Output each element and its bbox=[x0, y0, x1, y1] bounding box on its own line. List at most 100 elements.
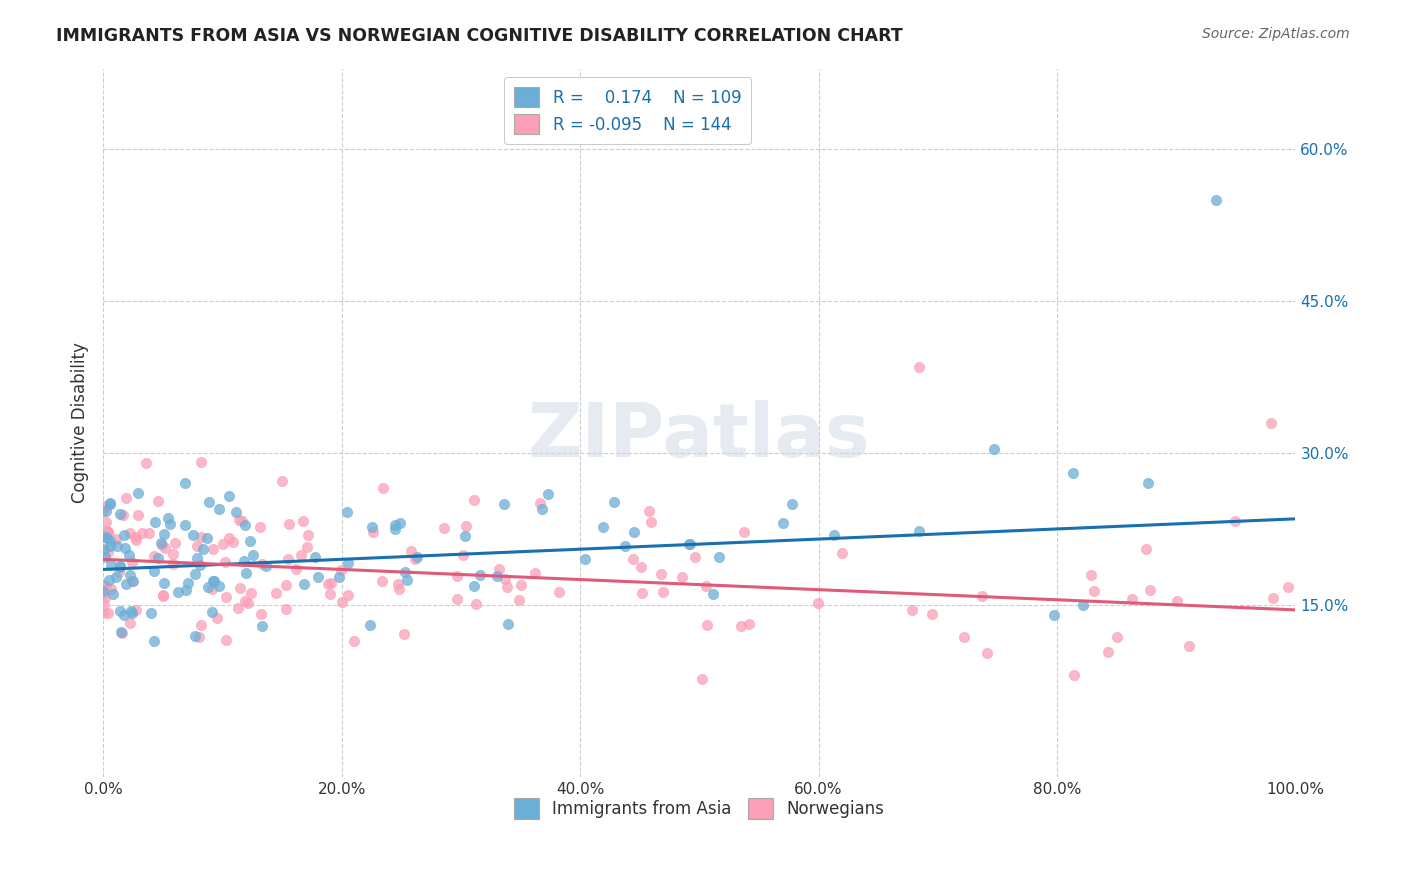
Text: Source: ZipAtlas.com: Source: ZipAtlas.com bbox=[1202, 27, 1350, 41]
Point bbox=[239, 534, 262, 549]
Point bbox=[271, 475, 294, 489]
Point bbox=[264, 585, 287, 599]
Point bbox=[176, 583, 198, 598]
Point bbox=[690, 672, 713, 686]
Point bbox=[1263, 591, 1285, 606]
Point bbox=[91, 606, 114, 620]
Point bbox=[174, 517, 197, 532]
Point bbox=[330, 562, 353, 576]
Point bbox=[202, 574, 225, 588]
Point bbox=[384, 518, 406, 533]
Point bbox=[121, 556, 143, 570]
Point bbox=[495, 580, 517, 594]
Point bbox=[191, 542, 214, 557]
Point bbox=[277, 517, 299, 532]
Point bbox=[93, 591, 115, 605]
Point bbox=[94, 499, 117, 513]
Point bbox=[574, 551, 596, 566]
Point bbox=[780, 497, 803, 511]
Point bbox=[200, 582, 222, 597]
Point bbox=[190, 455, 212, 469]
Point bbox=[188, 630, 211, 644]
Point bbox=[631, 586, 654, 600]
Point bbox=[91, 587, 114, 601]
Point bbox=[603, 495, 626, 509]
Point bbox=[94, 530, 117, 544]
Point bbox=[110, 624, 132, 639]
Point bbox=[93, 598, 115, 612]
Point bbox=[250, 607, 273, 622]
Point bbox=[678, 536, 700, 550]
Point bbox=[111, 508, 134, 522]
Point bbox=[152, 589, 174, 603]
Point bbox=[343, 633, 366, 648]
Point bbox=[131, 526, 153, 541]
Point bbox=[139, 606, 162, 620]
Point bbox=[307, 570, 329, 584]
Point bbox=[1063, 667, 1085, 681]
Point bbox=[494, 573, 516, 587]
Point bbox=[98, 533, 121, 548]
Point bbox=[118, 615, 141, 630]
Point bbox=[97, 525, 120, 540]
Point bbox=[392, 627, 415, 641]
Point bbox=[304, 549, 326, 564]
Point bbox=[284, 561, 307, 575]
Point bbox=[463, 493, 485, 508]
Point bbox=[1097, 645, 1119, 659]
Point bbox=[153, 541, 176, 556]
Point bbox=[297, 528, 319, 542]
Point bbox=[96, 504, 118, 518]
Point bbox=[94, 549, 117, 564]
Point bbox=[1062, 467, 1084, 481]
Point bbox=[336, 588, 359, 602]
Point bbox=[121, 607, 143, 621]
Point bbox=[463, 579, 485, 593]
Point bbox=[98, 539, 121, 553]
Point bbox=[613, 539, 636, 553]
Point bbox=[319, 576, 342, 591]
Point bbox=[529, 495, 551, 509]
Point bbox=[496, 616, 519, 631]
Point bbox=[361, 519, 384, 533]
Point bbox=[508, 593, 530, 607]
Point bbox=[486, 569, 509, 583]
Point bbox=[1225, 515, 1247, 529]
Point bbox=[156, 511, 179, 525]
Point bbox=[125, 603, 148, 617]
Point bbox=[162, 557, 184, 571]
Point bbox=[235, 518, 257, 533]
Point bbox=[233, 554, 256, 568]
Text: IMMIGRANTS FROM ASIA VS NORWEGIAN COGNITIVE DISABILITY CORRELATION CHART: IMMIGRANTS FROM ASIA VS NORWEGIAN COGNIT… bbox=[56, 27, 903, 45]
Point bbox=[387, 577, 409, 591]
Point bbox=[115, 576, 138, 591]
Point bbox=[166, 585, 188, 599]
Point bbox=[404, 552, 426, 566]
Point bbox=[702, 586, 724, 600]
Point bbox=[91, 504, 114, 518]
Point bbox=[186, 539, 208, 553]
Point bbox=[98, 497, 121, 511]
Y-axis label: Cognitive Disability: Cognitive Disability bbox=[72, 343, 89, 503]
Point bbox=[190, 618, 212, 632]
Point bbox=[695, 579, 717, 593]
Point bbox=[162, 547, 184, 561]
Point bbox=[143, 549, 166, 563]
Point bbox=[371, 481, 394, 495]
Point bbox=[214, 555, 236, 569]
Point bbox=[105, 539, 128, 553]
Point bbox=[143, 515, 166, 529]
Point bbox=[953, 630, 976, 644]
Point bbox=[110, 626, 132, 640]
Point bbox=[249, 520, 271, 534]
Point bbox=[96, 524, 118, 539]
Point bbox=[228, 513, 250, 527]
Point bbox=[738, 616, 761, 631]
Point bbox=[295, 540, 318, 554]
Point bbox=[115, 491, 138, 505]
Point bbox=[218, 531, 240, 545]
Point bbox=[733, 524, 755, 539]
Point bbox=[621, 552, 644, 566]
Point bbox=[118, 548, 141, 562]
Point bbox=[1166, 594, 1188, 608]
